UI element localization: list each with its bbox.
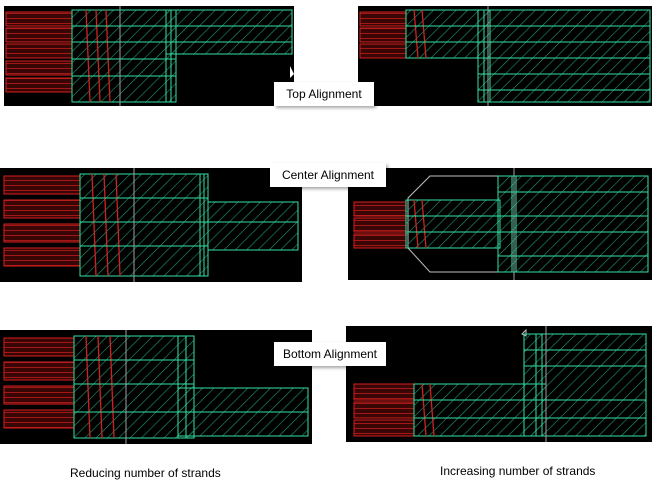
top-alignment-reducing-panel [4, 6, 294, 106]
red-strands [5, 11, 73, 93]
red-strands [3, 337, 75, 429]
top-alignment-label: Top Alignment [274, 82, 374, 106]
center-increasing-layout [353, 168, 649, 280]
reducing-strands-caption: Reducing number of strands [70, 466, 221, 480]
bottom-alignment-increasing-panel [346, 326, 652, 442]
center-alignment-label: Center Alignment [270, 163, 386, 187]
bottom-reducing-layout [3, 330, 309, 444]
red-strands [353, 383, 415, 437]
increasing-strands-caption: Increasing number of strands [440, 464, 596, 478]
center-reducing-layout [3, 168, 299, 282]
top-increasing-layout [359, 6, 651, 106]
top-alignment-increasing-panel [358, 6, 652, 106]
top-reducing-layout [5, 6, 294, 106]
red-strands [359, 11, 407, 59]
bottom-alignment-label: Bottom Alignment [274, 342, 386, 366]
red-strands [3, 175, 81, 267]
bottom-alignment-reducing-panel [0, 330, 312, 444]
center-alignment-reducing-panel [0, 168, 302, 282]
center-alignment-increasing-panel [348, 168, 652, 280]
red-strands [353, 201, 407, 249]
bottom-increasing-layout [353, 326, 647, 442]
